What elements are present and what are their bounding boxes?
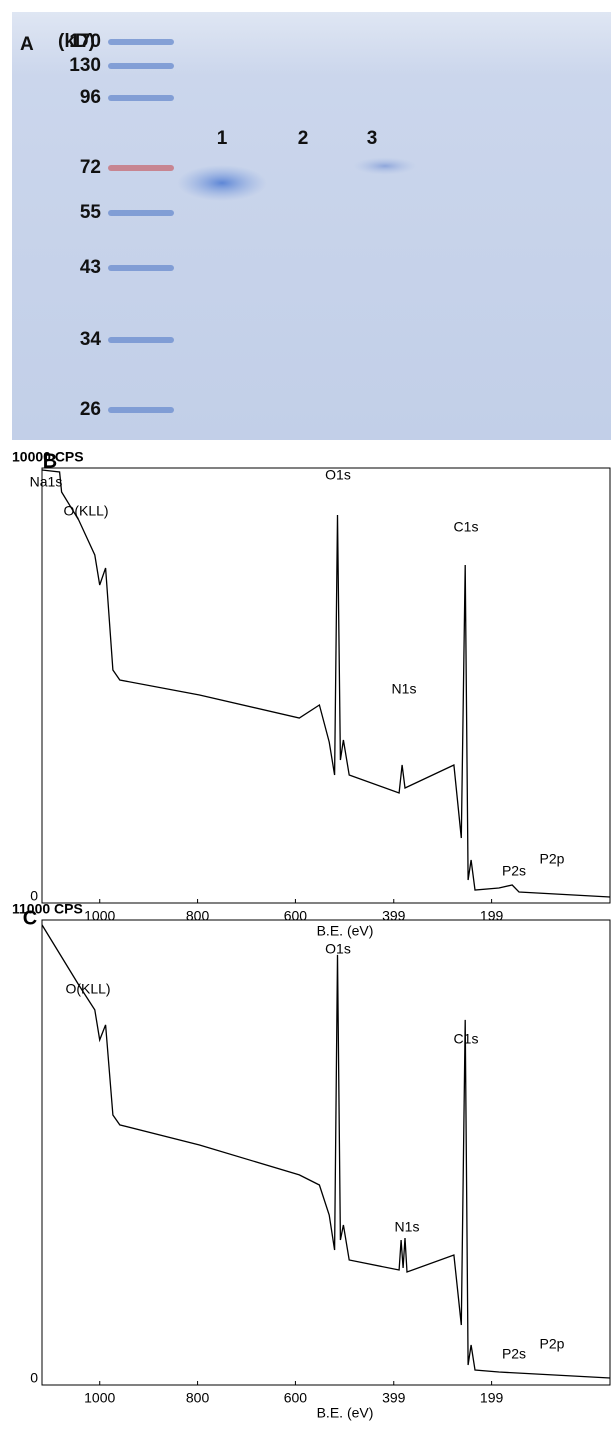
marker-label: 26 bbox=[80, 399, 101, 420]
x-tick-label: 199 bbox=[480, 908, 504, 924]
plot-frame bbox=[41, 467, 611, 904]
gel-band bbox=[177, 165, 267, 201]
y-tick-label: 0 bbox=[30, 888, 38, 904]
marker-band bbox=[108, 165, 174, 171]
x-tick-label: 800 bbox=[186, 1390, 210, 1406]
marker-band bbox=[108, 407, 174, 413]
peak-label: O1s bbox=[325, 467, 351, 483]
gel-band bbox=[353, 157, 417, 175]
x-tick-label: 1000 bbox=[84, 908, 115, 924]
marker-label: 34 bbox=[80, 329, 102, 350]
marker-label: 130 bbox=[69, 55, 101, 76]
peak-label: C1s bbox=[454, 1031, 479, 1047]
peak-label: O1s bbox=[325, 941, 351, 957]
x-tick-label: 800 bbox=[186, 908, 210, 924]
marker-band bbox=[108, 63, 174, 69]
panel-label: A bbox=[20, 34, 34, 55]
marker-label: 55 bbox=[80, 202, 102, 223]
marker-band bbox=[108, 210, 174, 216]
gel-panel: A (kD) bbox=[20, 31, 95, 55]
marker-label: 72 bbox=[80, 157, 101, 178]
marker-label: 96 bbox=[80, 87, 101, 108]
x-tick-label: 600 bbox=[284, 908, 308, 924]
spectrum-line bbox=[41, 924, 611, 1379]
plot-frame bbox=[41, 919, 611, 1386]
peak-label: P2s bbox=[502, 863, 526, 879]
gel-image bbox=[12, 12, 611, 440]
panel-label: B bbox=[43, 450, 57, 472]
marker-band bbox=[108, 337, 174, 343]
lane-label: 2 bbox=[298, 128, 309, 149]
x-tick-label: 1000 bbox=[84, 1390, 115, 1406]
y-tick-label: 11000 CPS bbox=[12, 901, 83, 917]
peak-label: N1s bbox=[392, 681, 417, 697]
peak-label: O(KLL) bbox=[65, 981, 110, 997]
x-tick-label: 600 bbox=[284, 1390, 308, 1406]
x-axis-label: B.E. (eV) bbox=[317, 1405, 374, 1421]
lane-label: 3 bbox=[367, 128, 378, 149]
peak-label: N1s bbox=[395, 1219, 420, 1235]
peak-label: Na1s bbox=[30, 474, 63, 490]
x-tick-label: 399 bbox=[382, 908, 406, 924]
x-axis-label: B.E. (eV) bbox=[317, 923, 374, 939]
marker-label: 170 bbox=[69, 31, 101, 52]
panel-label: C bbox=[23, 907, 37, 929]
marker-label: 43 bbox=[80, 257, 101, 278]
peak-label: O(KLL) bbox=[63, 503, 108, 519]
marker-band bbox=[108, 95, 174, 101]
marker-band bbox=[108, 39, 174, 45]
peak-label: C1s bbox=[454, 519, 479, 535]
peak-label: P2p bbox=[540, 1336, 565, 1352]
y-tick-label: 0 bbox=[30, 1370, 38, 1386]
peak-label: P2s bbox=[502, 1346, 526, 1362]
x-tick-label: 399 bbox=[382, 1390, 406, 1406]
x-tick-label: 199 bbox=[480, 1390, 504, 1406]
marker-band bbox=[108, 265, 174, 271]
peak-label: P2p bbox=[540, 851, 565, 867]
spectrum-line bbox=[41, 469, 611, 898]
y-tick-label: 10000 CPS bbox=[12, 449, 84, 465]
lane-label: 1 bbox=[217, 128, 228, 149]
unit-label: (kD) bbox=[58, 31, 95, 52]
